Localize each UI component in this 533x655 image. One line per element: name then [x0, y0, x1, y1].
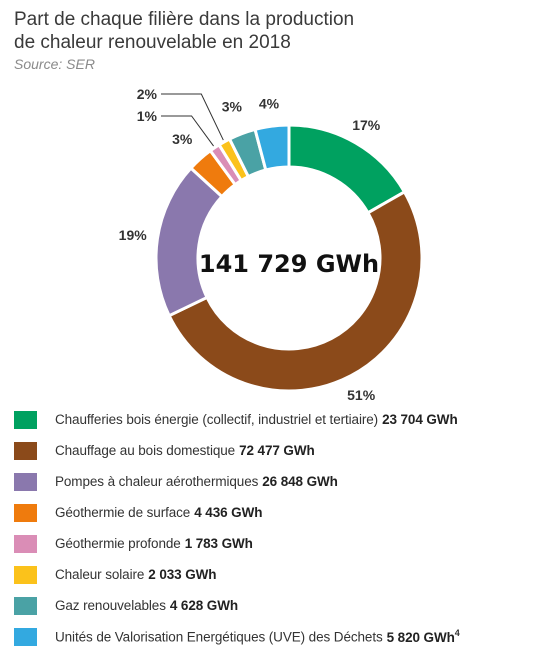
percent-label-4: 3%: [172, 131, 193, 147]
percent-label-2: 51%: [347, 387, 376, 400]
legend-label: Chauffage au bois domestique 72 477 GWh: [55, 443, 315, 458]
legend-swatch: [14, 596, 37, 615]
legend-series-value: 2 033 GWh: [148, 567, 217, 582]
legend-item: Chaleur solaire 2 033 GWh: [14, 559, 529, 590]
legend-series-name: Chaleur solaire: [55, 567, 145, 582]
donut-slices: [154, 123, 424, 393]
chart-title-line-2: de chaleur renouvelable en 2018: [14, 32, 291, 53]
percent-label-6: 2%: [137, 86, 158, 102]
legend-series-name: Chaufferies bois énergie (collectif, ind…: [55, 412, 379, 427]
legend-item: Unités de Valorisation Energétiques (UVE…: [14, 621, 529, 652]
legend-swatch: [14, 441, 37, 460]
percent-label-1: 17%: [352, 117, 381, 133]
legend-series-name: Géothermie profonde: [55, 536, 181, 551]
legend-footnote-marker: 4: [454, 628, 460, 639]
chart-title-line-1: Part de chaque filière dans la productio…: [14, 9, 355, 30]
donut-slice-2: [167, 189, 424, 393]
donut-slice-1: [287, 123, 407, 215]
legend-series-name: Pompes à chaleur aérothermiques: [55, 474, 259, 489]
legend-item: Chauffage au bois domestique 72 477 GWh: [14, 435, 529, 466]
legend-series-value: 72 477 GWh: [239, 443, 315, 458]
legend-swatch: [14, 627, 37, 646]
legend-swatch: [14, 410, 37, 429]
legend-series-value: 5 820 GWh: [386, 629, 455, 645]
donut-slice-3: [154, 166, 225, 318]
legend-label: Chaleur solaire 2 033 GWh: [55, 567, 217, 582]
legend-item: Géothermie de surface 4 436 GWh: [14, 497, 529, 528]
legend-series-name: Unités de Valorisation Energétiques (UVE…: [55, 629, 383, 645]
percent-label-3: 19%: [119, 227, 148, 243]
legend-item: Pompes à chaleur aérothermiques 26 848 GW…: [14, 466, 529, 497]
percent-label-8: 4%: [259, 95, 280, 111]
legend-item: Gaz renouvelables 4 628 GWh: [14, 590, 529, 621]
legend-series-name: Gaz renouvelables: [55, 598, 166, 613]
legend-swatch: [14, 565, 37, 584]
chart-source: Source: SER: [14, 56, 95, 72]
legend-label: Géothermie de surface 4 436 GWh: [55, 505, 262, 520]
legend-swatch: [14, 472, 37, 491]
chart-title: Part de chaque filière dans la productio…: [14, 8, 514, 54]
percent-label-5: 1%: [137, 108, 158, 124]
legend-label: Chaufferies bois énergie (collectif, ind…: [55, 412, 458, 427]
percent-labels: 17% 51% 19% 3% 1% 2% 3% 4%: [119, 86, 381, 400]
legend-label: Unités de Valorisation Energétiques (UVE…: [55, 628, 460, 645]
legend-label: Géothermie profonde 1 783 GWh: [55, 536, 253, 551]
legend-item: Chaufferies bois énergie (collectif, ind…: [14, 404, 529, 435]
percent-label-7: 3%: [222, 98, 243, 114]
legend-swatch: [14, 503, 37, 522]
donut-center-total: 141 729 GWh: [199, 250, 379, 278]
legend-series-value: 23 704 GWh: [382, 412, 458, 427]
legend-series-name: Géothermie de surface: [55, 505, 191, 520]
label-leader-lines: [161, 93, 224, 147]
legend-label: Pompes à chaleur aérothermiques 26 848 GW…: [55, 474, 338, 489]
legend-series-value: 4 436 GWh: [194, 505, 263, 520]
donut-chart: 17% 51% 19% 3% 1% 2% 3% 4% 141 729 GWh: [119, 86, 424, 400]
legend-item: Géothermie profonde 1 783 GWh: [14, 528, 529, 559]
leader-line-6: [161, 93, 224, 141]
donut-slice-8: [253, 123, 291, 172]
legend-series-value: 1 783 GWh: [184, 536, 253, 551]
legend-series-name: Chauffage au bois domestique: [55, 443, 236, 458]
legend-series-value: 4 628 GWh: [169, 598, 238, 613]
legend-label: Gaz renouvelables 4 628 GWh: [55, 598, 238, 613]
leader-line-5: [161, 115, 214, 147]
legend-series-value: 26 848 GWh: [262, 474, 338, 489]
chart-legend: Chaufferies bois énergie (collectif, ind…: [14, 404, 529, 652]
legend-swatch: [14, 534, 37, 553]
